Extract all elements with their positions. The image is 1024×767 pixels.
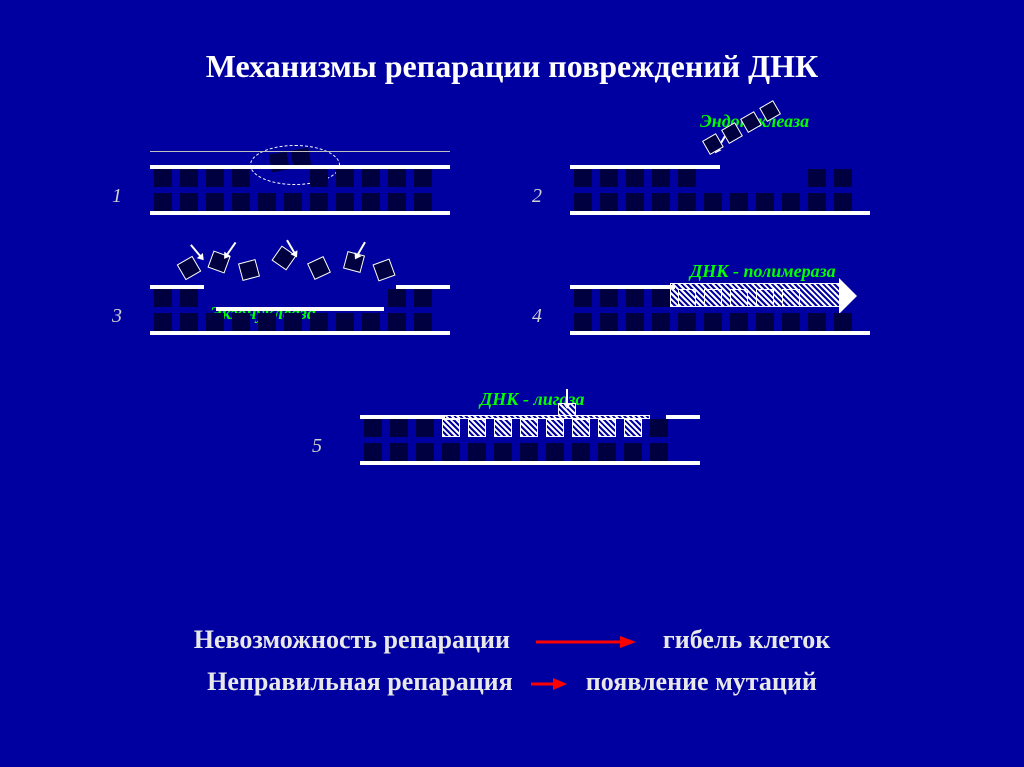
panel-5: 5 ДНК - лигаза .panel[data-name="panel-5… — [360, 415, 700, 465]
bottom-line-2: Неправильная репарация появление мутаций — [0, 667, 1024, 699]
polymerase-label: ДНК - полимераза — [690, 261, 836, 282]
ligase-arrow-icon — [566, 389, 568, 405]
bl1-left: Невозможность репарации — [194, 625, 510, 654]
panel-5-number: 5 — [312, 435, 322, 458]
panel-3: 3 Экзонуклеаза — [150, 285, 450, 335]
exo-fragments — [180, 249, 400, 285]
dna-strand-4 — [570, 285, 870, 335]
bl2-left: Неправильная репарация — [207, 667, 513, 696]
dna-strand-1 — [150, 165, 450, 215]
arrow-red-short-icon — [531, 669, 567, 699]
thin-line — [150, 151, 450, 152]
panel-1: 1 — [150, 165, 450, 215]
bl1-right: гибель клеток — [663, 625, 830, 654]
panel-2-number: 2 — [532, 185, 542, 208]
panel-1-number: 1 — [112, 185, 122, 208]
bottom-line-1: Невозможность репарации гибель клеток — [0, 625, 1024, 657]
panel-4-number: 4 — [532, 305, 542, 328]
diagram-area: 1 2 Эндонуклеаза 3 Экзонуклеаза — [0, 135, 1024, 555]
panel-4: 4 ДНК - полимераза — [570, 285, 870, 335]
bl2-right: появление мутаций — [586, 667, 817, 696]
dna-strand-3 — [150, 285, 450, 335]
dna-strand-2 — [570, 165, 870, 215]
panel-2: 2 Эндонуклеаза — [570, 165, 870, 215]
arrow-red-long-icon — [536, 627, 636, 657]
gap-segment — [216, 307, 384, 311]
panel-3-number: 3 — [112, 305, 122, 328]
slide-title: Механизмы репарации повреждений ДНК — [0, 0, 1024, 85]
dna-strand-5 — [360, 415, 700, 465]
